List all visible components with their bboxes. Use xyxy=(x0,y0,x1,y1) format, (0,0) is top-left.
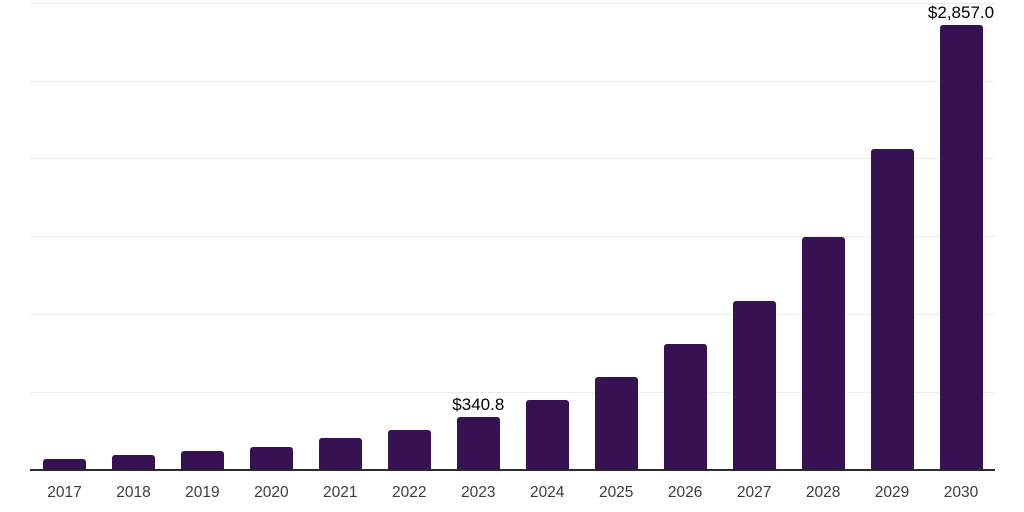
bar-value-label-2030: $2,857.0 xyxy=(927,2,995,22)
bar-2024 xyxy=(525,400,569,470)
x-tick-label-2030: 2030 xyxy=(943,484,979,501)
x-tick-label-2028: 2028 xyxy=(805,484,841,501)
bar-2017 xyxy=(43,458,86,470)
bar-2022 xyxy=(387,430,431,470)
bar-2026 xyxy=(663,343,707,470)
x-axis-line xyxy=(30,469,995,471)
x-tick-label-2025: 2025 xyxy=(598,484,634,501)
bar-2018 xyxy=(112,455,155,470)
gridline-2500 xyxy=(30,80,995,82)
x-tick-label-2017: 2017 xyxy=(47,484,82,501)
gridline-3000 xyxy=(30,2,995,4)
x-tick-label-2021: 2021 xyxy=(323,484,358,501)
bar-2020 xyxy=(249,447,293,470)
x-tick-label-2027: 2027 xyxy=(736,484,772,501)
x-tick-label-2026: 2026 xyxy=(667,484,703,501)
bar-2030 xyxy=(939,24,983,470)
x-tick-label-2019: 2019 xyxy=(185,484,220,501)
bar-2019 xyxy=(180,451,224,470)
gridline-1500 xyxy=(30,236,995,238)
bar-2021 xyxy=(318,438,362,470)
x-tick-label-2020: 2020 xyxy=(254,484,289,501)
gridline-500 xyxy=(30,392,995,394)
x-tick-label-2018: 2018 xyxy=(116,484,151,501)
bar-2029 xyxy=(870,149,914,470)
bar-2028 xyxy=(801,237,845,470)
x-tick-label-2022: 2022 xyxy=(392,484,427,501)
x-tick-label-2029: 2029 xyxy=(874,484,910,501)
bar-2027 xyxy=(732,300,776,470)
gridline-1000 xyxy=(30,314,995,316)
gridline-2000 xyxy=(30,158,995,160)
bar-2023 xyxy=(456,416,500,470)
bar-2025 xyxy=(594,376,638,470)
x-tick-label-2023: 2023 xyxy=(461,484,496,501)
x-tick-label-2024: 2024 xyxy=(529,484,565,501)
bar-value-label-2023: $340.8 xyxy=(452,394,505,414)
